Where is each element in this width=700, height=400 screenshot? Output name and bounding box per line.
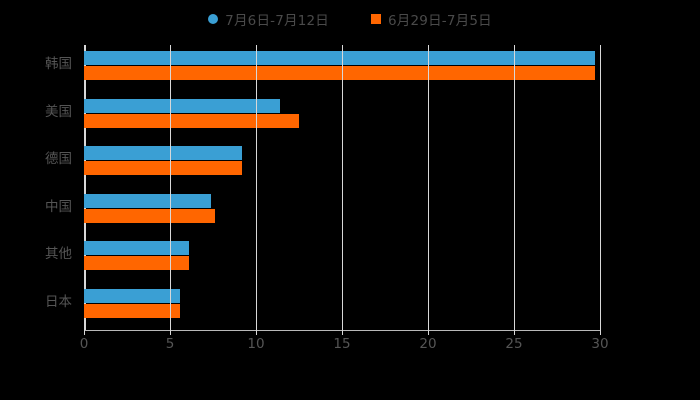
legend-label-series-1: 7月6日-7月12日 <box>225 13 329 29</box>
circle-marker-icon <box>208 14 219 24</box>
x-tick-label: 15 <box>333 336 351 352</box>
y-category-label: 中国 <box>45 198 72 215</box>
x-tick-mark <box>600 330 601 335</box>
y-category-label: 美国 <box>45 103 72 120</box>
bar-series-1[interactable] <box>84 288 181 303</box>
bar-group <box>84 287 600 333</box>
bar-series-1[interactable] <box>84 241 189 255</box>
y-axis-line <box>84 45 86 331</box>
x-tick-mark <box>170 330 171 335</box>
bar-group <box>84 144 600 190</box>
gridline <box>428 45 429 330</box>
x-tick-label: 5 <box>165 336 175 352</box>
x-tick-mark <box>514 330 515 335</box>
bar-series-2[interactable] <box>84 161 243 175</box>
bar-series-2[interactable] <box>84 208 215 223</box>
plot-area <box>84 45 600 330</box>
y-category-label: 德国 <box>45 151 72 167</box>
gridline <box>514 45 515 330</box>
x-tick-mark <box>428 330 429 335</box>
x-tick-mark <box>256 330 257 335</box>
bar-series-1[interactable] <box>84 193 212 208</box>
x-tick-label: 0 <box>79 336 89 352</box>
legend-item-series-2[interactable]: 6月29日-7月5日 <box>371 9 492 29</box>
bar-series-2[interactable] <box>84 113 299 128</box>
x-tick-mark <box>342 330 343 335</box>
gridline <box>170 45 171 330</box>
bar-series-2[interactable] <box>84 66 595 80</box>
x-tick-label: 25 <box>505 336 523 352</box>
x-tick-mark <box>84 330 85 335</box>
gridline <box>342 45 343 330</box>
y-category-label: 韩国 <box>45 56 72 72</box>
gridline <box>600 45 601 330</box>
chart-legend: 7月6日-7月12日 6月29日-7月5日 <box>0 8 700 30</box>
bar-series-1[interactable] <box>84 51 595 65</box>
x-tick-label: 20 <box>419 336 437 352</box>
y-category-label: 日本 <box>45 293 72 310</box>
bar-group <box>84 97 600 143</box>
y-category-label: 其他 <box>45 246 72 262</box>
bar-series-1[interactable] <box>84 98 281 113</box>
x-tick-label: 30 <box>591 336 609 352</box>
bar-group <box>84 239 600 285</box>
x-tick-label: 10 <box>247 336 265 352</box>
bar-group <box>84 192 600 238</box>
bar-series-2[interactable] <box>84 256 189 270</box>
legend-label-series-2: 6月29日-7月5日 <box>388 13 492 29</box>
square-marker-icon <box>371 14 381 24</box>
gridline <box>256 45 257 330</box>
legend-item-series-1[interactable]: 7月6日-7月12日 <box>208 9 329 29</box>
bar-series-2[interactable] <box>84 303 181 318</box>
bar-group <box>84 49 600 95</box>
bar-series-1[interactable] <box>84 146 243 160</box>
